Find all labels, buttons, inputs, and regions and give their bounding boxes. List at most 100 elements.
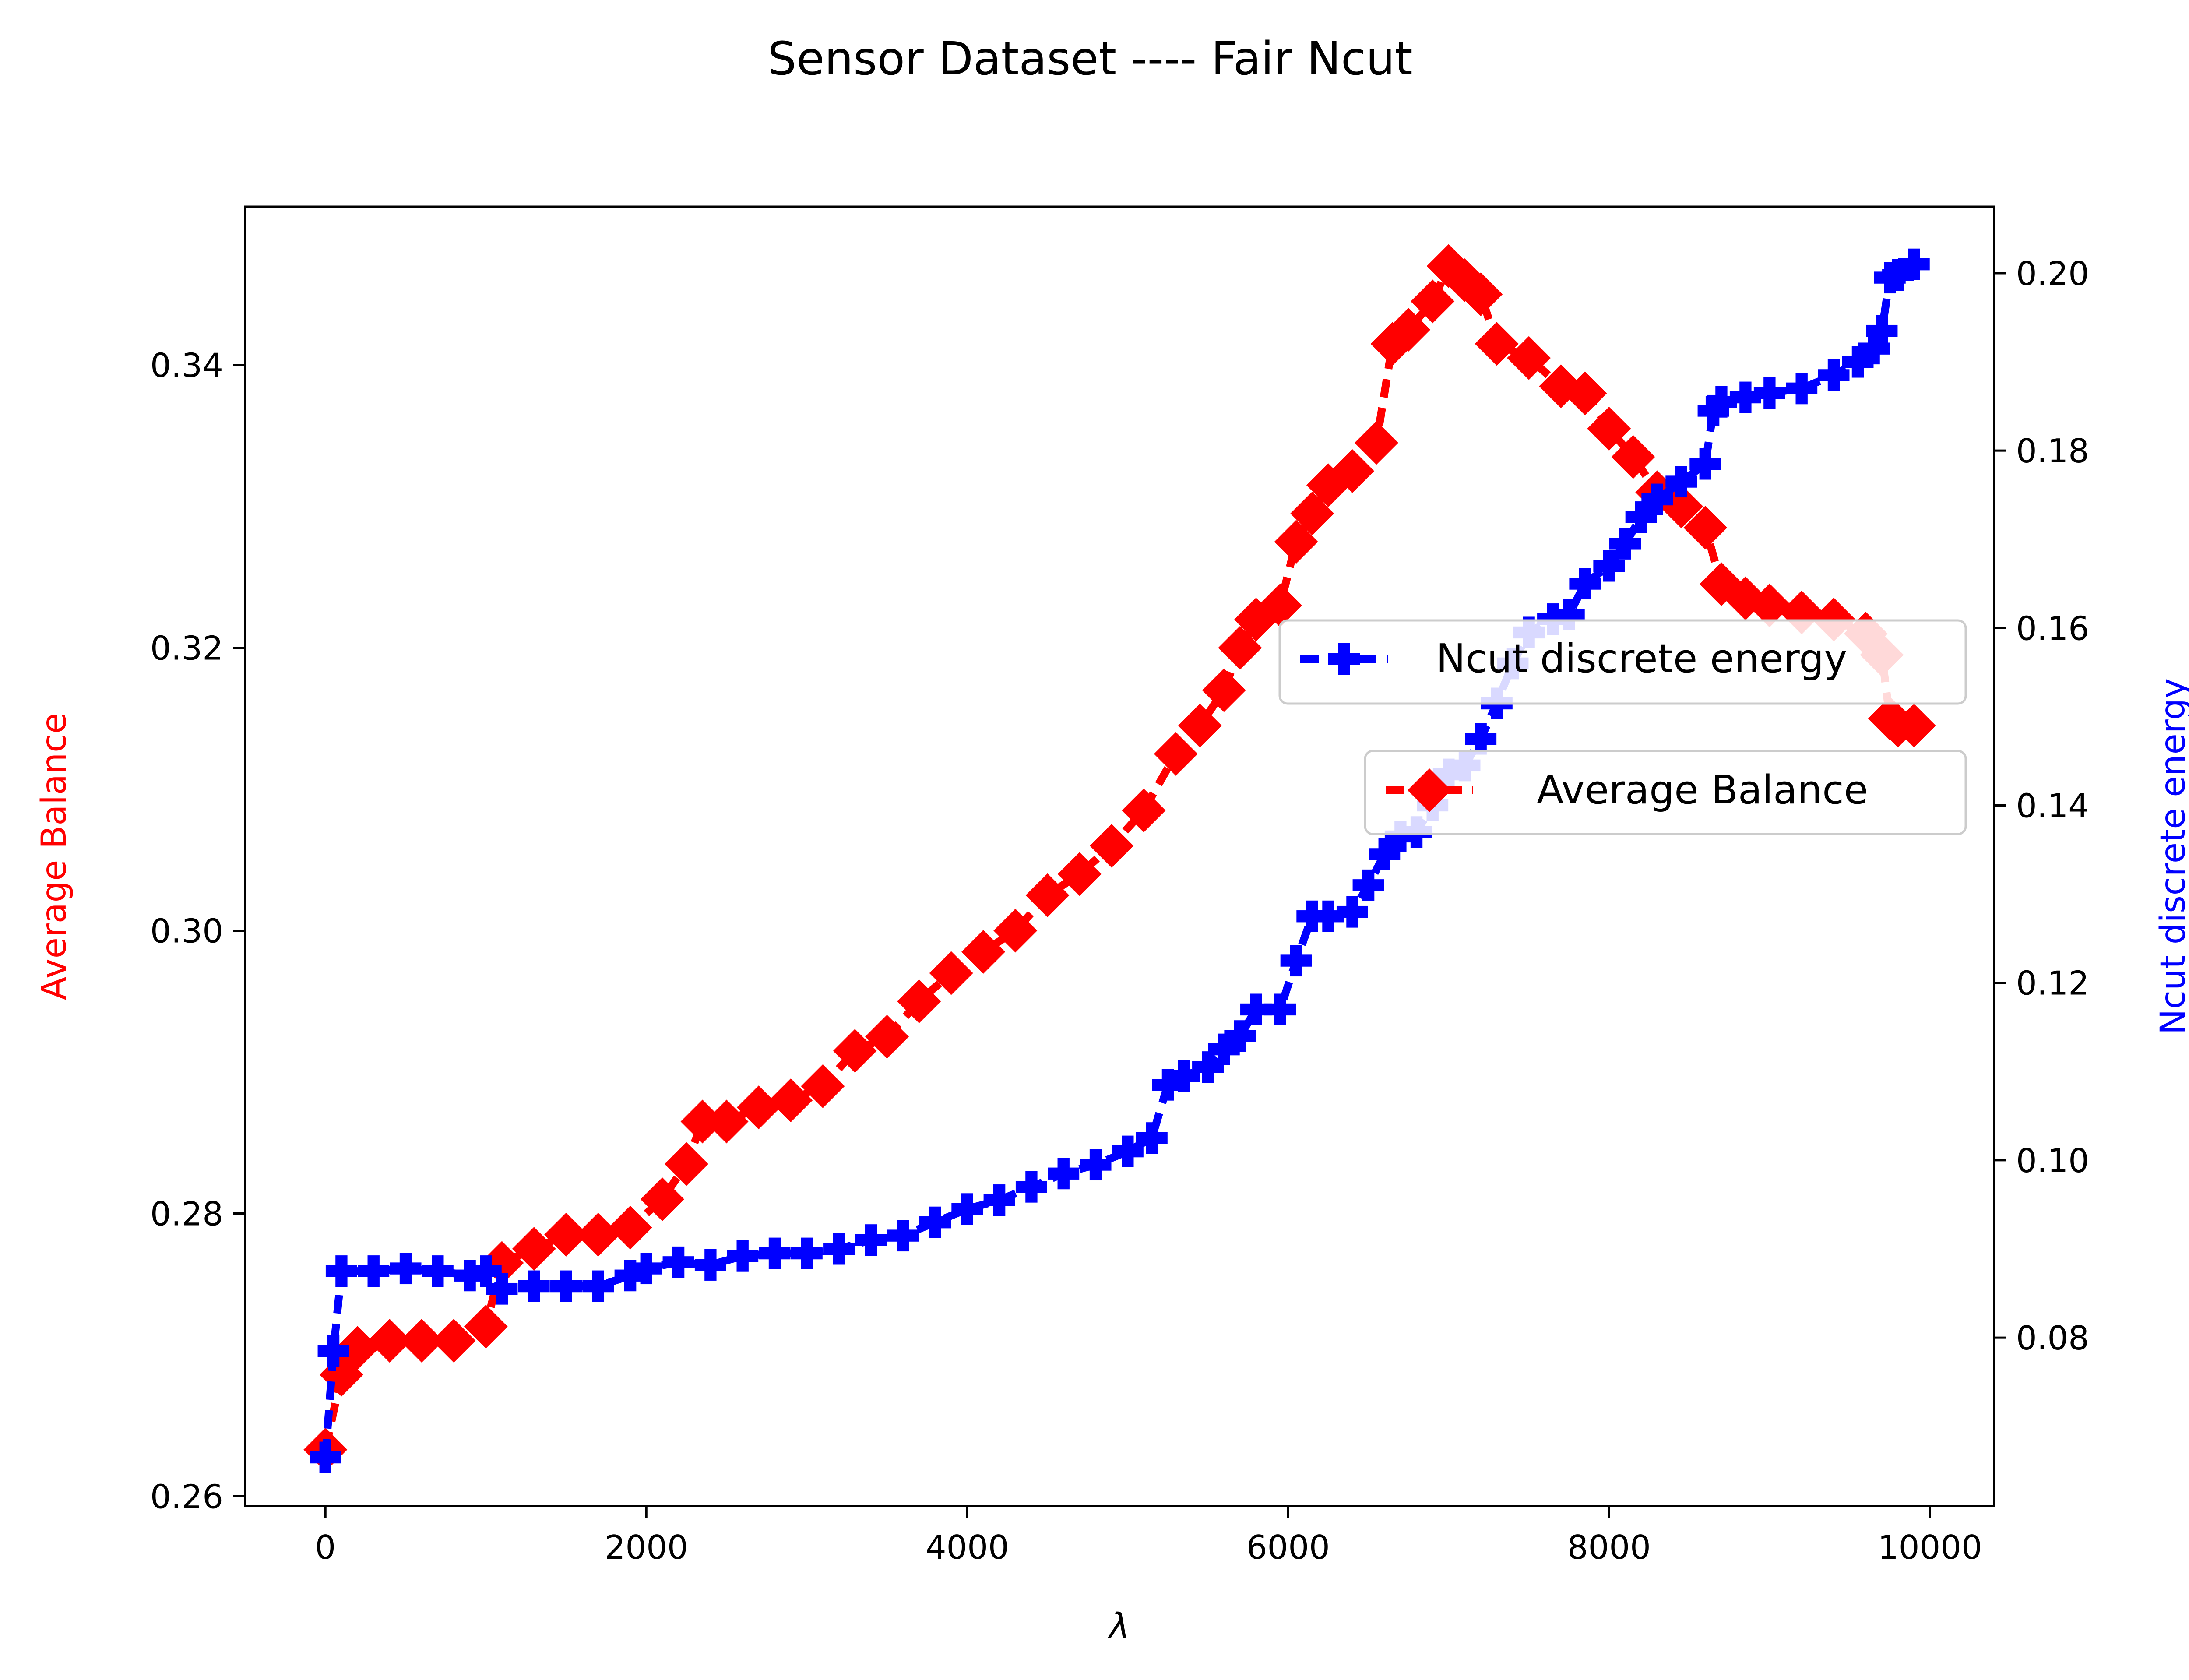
balance-point (1274, 520, 1318, 564)
balance-point (680, 1099, 725, 1144)
ncut-point (1280, 945, 1312, 977)
balance-point (1611, 435, 1655, 479)
balance-point (833, 1029, 877, 1073)
balance-point (576, 1212, 620, 1257)
balance-point (1057, 852, 1102, 896)
ncut-point (951, 1193, 983, 1225)
balance-point (1683, 506, 1728, 550)
x-tick-label: 10000 (1878, 1528, 1982, 1567)
ncut-point (1336, 896, 1368, 928)
balance-point (1178, 704, 1222, 748)
balance-point (993, 909, 1038, 953)
left-tick-label: 0.30 (150, 912, 223, 951)
balance-point (1747, 583, 1791, 627)
x-axis-ticks: 0 2000 4000 6000 8000 10000 (315, 1506, 1982, 1567)
left-tick-label: 0.34 (150, 346, 223, 385)
plot-frame (244, 205, 1995, 1507)
left-axis-ticks: 0.26 0.28 0.30 0.32 0.34 (150, 346, 245, 1516)
balance-point (1154, 732, 1198, 776)
ncut-point (630, 1253, 662, 1285)
ncut-point (1136, 1122, 1168, 1154)
ncut-point (1842, 346, 1874, 378)
balance-point (704, 1099, 749, 1144)
ncut-point (1369, 838, 1401, 870)
ncut-point (358, 1255, 390, 1287)
legend-balance: Average Balance (1364, 750, 1967, 835)
balance-point (1475, 322, 1519, 366)
right-tick-label: 0.12 (2016, 964, 2089, 1003)
ncut-point (1192, 1051, 1224, 1083)
balance-point (1387, 307, 1431, 352)
ncut-point (759, 1237, 791, 1269)
legend-ncut-marker (1328, 643, 1360, 675)
balance-point (1025, 873, 1070, 917)
balance-point (1507, 336, 1551, 380)
balance-point (432, 1319, 476, 1363)
balance-point (769, 1078, 813, 1123)
ncut-point (317, 1335, 349, 1367)
ncut-point (1786, 373, 1818, 405)
x-tick-label: 6000 (1246, 1528, 1330, 1567)
x-axis-label: λ (1108, 1606, 1130, 1646)
series-ncut (310, 248, 1930, 1473)
balance-point (1258, 583, 1302, 627)
balance-point (1892, 704, 1936, 748)
ncut-point (1264, 993, 1296, 1025)
ncut-point (1898, 248, 1930, 280)
ncut-point (1015, 1171, 1047, 1203)
balance-point (335, 1326, 380, 1370)
balance-point (736, 1085, 781, 1130)
right-tick-label: 0.08 (2016, 1319, 2089, 1357)
ncut-point (1665, 466, 1697, 498)
balance-point (544, 1212, 588, 1257)
ncut-point (1593, 550, 1625, 582)
ncut-point (1753, 377, 1785, 409)
ncut-point (919, 1206, 951, 1238)
right-tick-label: 0.20 (2016, 254, 2089, 293)
right-tick-label: 0.18 (2016, 432, 2089, 470)
left-tick-label: 0.28 (150, 1194, 223, 1233)
ncut-point (1168, 1060, 1200, 1092)
balance-point (929, 951, 973, 995)
ncut-point (470, 1255, 502, 1287)
balance-point (608, 1205, 652, 1250)
ncut-point (791, 1237, 823, 1269)
ncut-point (1352, 869, 1384, 901)
left-tick-label: 0.32 (150, 629, 223, 668)
balance-point (1290, 491, 1334, 535)
ncut-point (310, 1441, 341, 1473)
ncut-point (1569, 568, 1601, 600)
ncut-point (518, 1270, 550, 1302)
chart-title: Sensor Dataset ---- Fair Ncut (767, 32, 1412, 85)
ncut-point (325, 1255, 357, 1287)
x-tick-label: 4000 (926, 1528, 1009, 1567)
balance-point (1587, 407, 1631, 451)
left-tick-label: 0.26 (150, 1477, 223, 1516)
ncut-point (550, 1270, 582, 1302)
legend-ncut: Ncut discrete energy (1278, 619, 1967, 705)
ncut-point (390, 1253, 422, 1285)
series-layer (303, 244, 1936, 1473)
left-axis-label: Average Balance (35, 713, 74, 1000)
balance-point (1408, 768, 1451, 812)
balance-point (1411, 279, 1455, 324)
ncut-point (486, 1273, 518, 1305)
ncut-point (1866, 315, 1898, 347)
ncut-point (1641, 483, 1673, 515)
ncut-point (887, 1220, 919, 1252)
ncut-point (1080, 1149, 1112, 1181)
ncut-point (823, 1233, 855, 1265)
balance-point (865, 1014, 909, 1059)
ncut-point (727, 1240, 759, 1272)
x-tick-label: 2000 (605, 1528, 688, 1567)
balance-point (1354, 421, 1398, 465)
ncut-point (582, 1270, 614, 1302)
balance-point (400, 1319, 444, 1363)
right-tick-label: 0.16 (2016, 609, 2089, 648)
balance-point (1218, 626, 1262, 670)
ncut-point (1224, 1020, 1256, 1052)
ncut-point (662, 1246, 694, 1278)
ncut-point (422, 1255, 454, 1287)
legend-ncut-label: Ncut discrete energy (1436, 636, 1848, 682)
